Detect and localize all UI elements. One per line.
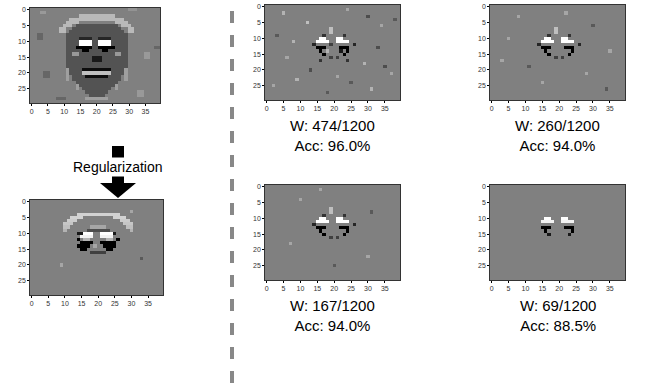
svg-text:20: 20 xyxy=(253,246,261,253)
svg-text:10: 10 xyxy=(478,215,486,222)
svg-text:15: 15 xyxy=(313,285,321,292)
svg-text:15: 15 xyxy=(18,246,26,253)
svg-text:30: 30 xyxy=(128,300,136,307)
svg-text:5: 5 xyxy=(507,105,511,112)
svg-text:0: 0 xyxy=(30,108,34,115)
svg-text:20: 20 xyxy=(18,261,26,268)
svg-text:15: 15 xyxy=(538,285,546,292)
svg-text:0: 0 xyxy=(257,183,261,190)
svg-text:25: 25 xyxy=(109,108,117,115)
svg-text:5: 5 xyxy=(482,199,486,206)
svg-text:10: 10 xyxy=(297,285,305,292)
svg-text:W: 69/1200Acc: 88.5%: W: 69/1200Acc: 88.5% xyxy=(520,297,596,334)
svg-text:5: 5 xyxy=(257,199,261,206)
svg-text:10: 10 xyxy=(18,38,26,45)
svg-text:10: 10 xyxy=(253,35,261,42)
svg-text:20: 20 xyxy=(555,285,563,292)
svg-text:20: 20 xyxy=(330,285,338,292)
svg-text:20: 20 xyxy=(253,66,261,73)
svg-text:15: 15 xyxy=(478,231,486,238)
svg-text:0: 0 xyxy=(257,3,261,10)
svg-text:5: 5 xyxy=(282,285,286,292)
svg-text:25: 25 xyxy=(347,105,355,112)
svg-text:20: 20 xyxy=(478,66,486,73)
svg-text:0: 0 xyxy=(22,198,26,205)
svg-text:35: 35 xyxy=(381,105,389,112)
svg-text:0: 0 xyxy=(490,105,494,112)
svg-text:15: 15 xyxy=(18,54,26,61)
svg-text:0: 0 xyxy=(482,183,486,190)
svg-text:10: 10 xyxy=(297,105,305,112)
svg-text:15: 15 xyxy=(253,231,261,238)
svg-text:0: 0 xyxy=(22,6,26,13)
svg-text:20: 20 xyxy=(330,105,338,112)
svg-text:35: 35 xyxy=(606,105,614,112)
svg-text:20: 20 xyxy=(93,108,101,115)
svg-text:W: 260/1200Acc: 94.0%: W: 260/1200Acc: 94.0% xyxy=(515,117,600,154)
svg-text:5: 5 xyxy=(46,300,50,307)
svg-text:30: 30 xyxy=(364,285,372,292)
svg-text:35: 35 xyxy=(381,285,389,292)
svg-text:35: 35 xyxy=(144,300,152,307)
svg-text:20: 20 xyxy=(478,246,486,253)
svg-text:25: 25 xyxy=(478,262,486,269)
svg-text:0: 0 xyxy=(482,3,486,10)
svg-text:10: 10 xyxy=(522,285,530,292)
svg-text:5: 5 xyxy=(22,214,26,221)
svg-text:5: 5 xyxy=(22,22,26,29)
svg-text:30: 30 xyxy=(125,108,133,115)
svg-text:25: 25 xyxy=(18,277,26,284)
svg-text:15: 15 xyxy=(76,108,84,115)
svg-text:0: 0 xyxy=(265,105,269,112)
svg-text:30: 30 xyxy=(589,285,597,292)
svg-text:5: 5 xyxy=(46,108,50,115)
svg-text:15: 15 xyxy=(253,51,261,58)
svg-text:25: 25 xyxy=(478,82,486,89)
svg-text:35: 35 xyxy=(606,285,614,292)
svg-text:25: 25 xyxy=(347,285,355,292)
svg-text:5: 5 xyxy=(507,285,511,292)
svg-text:10: 10 xyxy=(61,300,69,307)
svg-text:15: 15 xyxy=(313,105,321,112)
svg-text:30: 30 xyxy=(364,105,372,112)
svg-text:0: 0 xyxy=(265,285,269,292)
svg-text:10: 10 xyxy=(478,35,486,42)
svg-text:25: 25 xyxy=(572,285,580,292)
svg-text:10: 10 xyxy=(60,108,68,115)
svg-text:15: 15 xyxy=(78,300,86,307)
svg-text:25: 25 xyxy=(111,300,119,307)
svg-text:15: 15 xyxy=(478,51,486,58)
svg-text:20: 20 xyxy=(94,300,102,307)
svg-text:25: 25 xyxy=(253,262,261,269)
svg-text:25: 25 xyxy=(18,85,26,92)
svg-text:0: 0 xyxy=(490,285,494,292)
svg-text:5: 5 xyxy=(482,19,486,26)
svg-text:25: 25 xyxy=(253,82,261,89)
svg-text:0: 0 xyxy=(30,300,34,307)
svg-text:10: 10 xyxy=(253,215,261,222)
svg-text:20: 20 xyxy=(555,105,563,112)
svg-text:5: 5 xyxy=(282,105,286,112)
svg-text:W: 167/1200Acc: 94.0%: W: 167/1200Acc: 94.0% xyxy=(290,297,375,334)
svg-text:10: 10 xyxy=(18,230,26,237)
svg-text:35: 35 xyxy=(141,108,149,115)
svg-text:5: 5 xyxy=(257,19,261,26)
svg-text:10: 10 xyxy=(522,105,530,112)
svg-text:20: 20 xyxy=(18,69,26,76)
svg-text:Regularization: Regularization xyxy=(73,159,163,175)
svg-text:15: 15 xyxy=(538,105,546,112)
svg-text:30: 30 xyxy=(589,105,597,112)
svg-text:W: 474/1200Acc: 96.0%: W: 474/1200Acc: 96.0% xyxy=(290,117,375,154)
svg-text:25: 25 xyxy=(572,105,580,112)
